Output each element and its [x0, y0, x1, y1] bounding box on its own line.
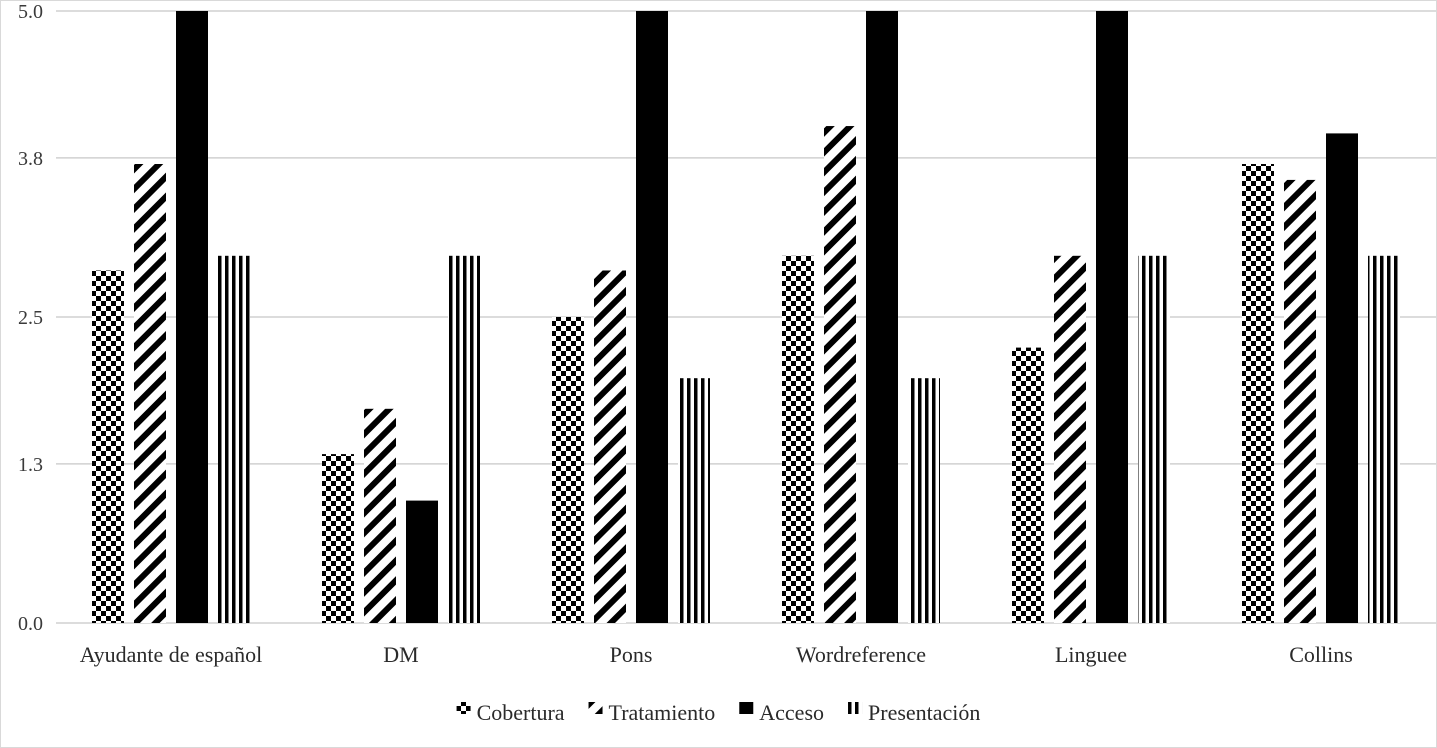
legend-label: Tratamiento: [609, 700, 716, 725]
y-tick-label: 1.3: [18, 454, 43, 476]
bar-cobertura: [1012, 347, 1044, 623]
bar-presentación: [218, 255, 250, 624]
bar-tratamiento: [824, 126, 856, 623]
bar-acceso: [866, 11, 898, 623]
bar-cobertura: [552, 317, 584, 623]
x-axis-categories: Ayudante de español DM Pons Wordreference Li…: [80, 642, 1353, 667]
legend-swatch-cobertura: [456, 702, 471, 714]
category-label: Pons: [610, 642, 653, 667]
y-tick-label: 5.0: [18, 1, 43, 23]
bar-presentación: [448, 255, 480, 624]
category-label: Ayudante de español: [80, 642, 262, 667]
legend-label: Acceso: [759, 700, 824, 725]
y-tick-label: 3.8: [18, 148, 43, 170]
bar-cobertura: [322, 454, 354, 623]
bar-presentación: [1368, 255, 1400, 624]
y-axis-ticks: 0.0 1.3 2.5 3.8 5.0: [18, 1, 43, 635]
bar-acceso: [1326, 133, 1358, 623]
legend-swatch-acceso: [739, 702, 754, 714]
y-tick-label: 0.0: [18, 613, 43, 635]
legend: Cobertura Tratamiento Acceso Presentación: [456, 700, 980, 725]
category-label: Collins: [1289, 642, 1353, 667]
bar-acceso: [406, 500, 438, 623]
legend-label: Presentación: [868, 700, 980, 725]
bar-acceso: [1096, 11, 1128, 623]
legend-swatch-tratamiento: [588, 702, 603, 714]
bar-tratamiento: [364, 408, 396, 623]
bar-tratamiento: [1054, 255, 1086, 624]
bar-cobertura: [782, 255, 814, 624]
legend-label: Cobertura: [477, 700, 565, 725]
category-label: Wordreference: [796, 642, 926, 667]
bar-presentación: [678, 378, 710, 623]
bar-tratamiento: [1284, 179, 1316, 624]
gridlines: [56, 10, 1436, 624]
bar-cobertura: [1242, 164, 1274, 623]
bar-presentación: [908, 378, 940, 623]
bar-tratamiento: [594, 270, 626, 623]
bars: [92, 11, 1400, 624]
legend-swatch-presentación: [848, 702, 863, 714]
bar-acceso: [176, 11, 208, 623]
bar-presentación: [1138, 255, 1170, 624]
bar-tratamiento: [134, 164, 166, 623]
y-tick-label: 2.5: [18, 307, 43, 329]
category-label: DM: [383, 642, 418, 667]
bar-acceso: [636, 11, 668, 623]
category-label: Linguee: [1055, 642, 1127, 667]
bar-cobertura: [92, 270, 124, 623]
